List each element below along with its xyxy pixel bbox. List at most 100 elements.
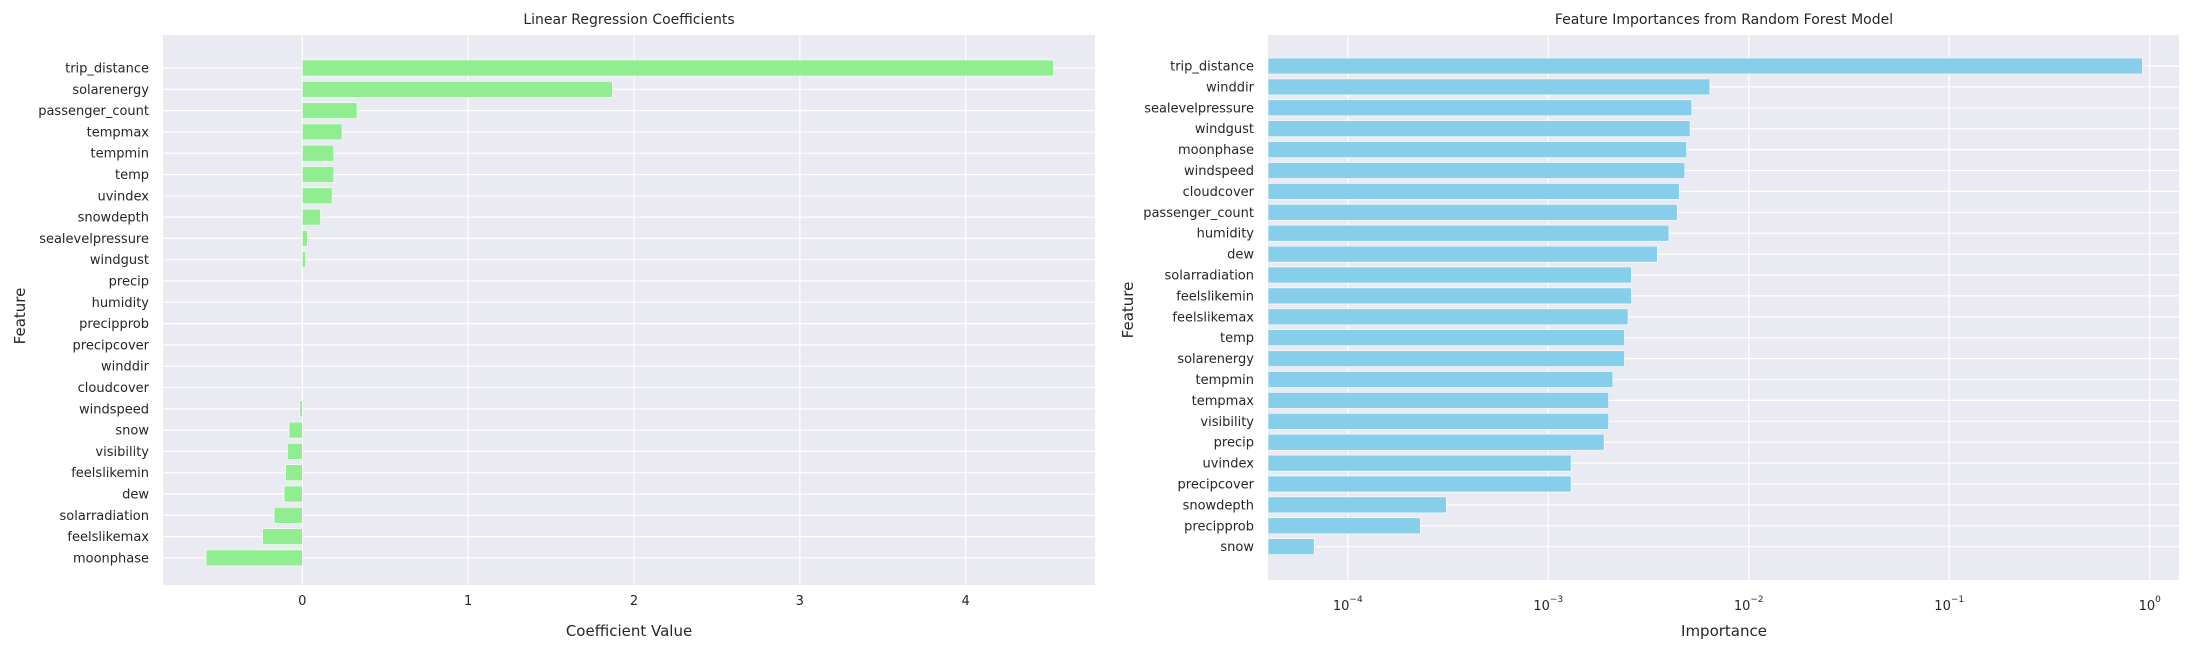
right-y-tick-label: solarenergy (1177, 352, 1254, 367)
right-y-tick-label: cloudcover (1183, 185, 1255, 200)
right-bar-windspeed (1267, 162, 1686, 179)
right-y-tick-label: snow (1220, 540, 1254, 555)
right-y-axis-label: Feature (1119, 282, 1137, 339)
left-bar-moonphase (205, 549, 303, 567)
left-y-tick-label: temp (115, 168, 149, 183)
right-bar-dew (1267, 245, 1658, 263)
left-y-tick-label: snowdepth (78, 211, 149, 226)
right-x-tick-labels: 10−4 10−3 10−2 10−1 100 (1333, 595, 2161, 614)
left-y-tick-label: cloudcover (78, 381, 150, 396)
right-y-tick-label: passenger_count (1143, 206, 1254, 221)
left-bar-trip_distance (302, 59, 1054, 77)
right-bar-snow (1267, 538, 1315, 556)
right-y-tick-label: precipprob (1184, 519, 1254, 534)
left-y-tick-label: feelslikemin (71, 466, 149, 481)
right-y-tick-label: winddir (1206, 80, 1255, 95)
left-bar-uvindex (302, 187, 333, 205)
left-chart-title: Linear Regression Coefficients (523, 12, 734, 28)
left-x-tick-label: 2 (630, 594, 638, 609)
right-bar-cloudcover (1267, 183, 1680, 200)
left-y-tick-label: moonphase (73, 551, 149, 566)
left-y-tick-label: tempmin (90, 147, 149, 162)
right-y-tick-label: trip_distance (1170, 60, 1254, 75)
left-bar-windgust (302, 251, 306, 268)
left-bar-passenger_count (302, 102, 358, 119)
left-bar-cloudcover (301, 379, 303, 396)
left-x-tick-label: 4 (962, 594, 970, 609)
left-y-tick-label: dew (122, 488, 149, 503)
left-y-tick-labels: trip_distance solarenergy passenger_countt… (38, 62, 149, 567)
right-bar-tempmin (1267, 371, 1614, 388)
right-bar-solarradiation (1267, 266, 1632, 284)
left-y-tick-label: precip (109, 275, 149, 290)
right-bars (1267, 57, 2143, 556)
left-y-tick-label: tempmax (87, 125, 150, 140)
right-y-tick-label: precipcover (1178, 478, 1255, 493)
left-y-tick-label: humidity (92, 296, 150, 311)
right-bar-winddir (1267, 78, 1711, 96)
left-bar-sealevelpressure (302, 230, 308, 247)
right-y-tick-label: uvindex (1203, 457, 1255, 472)
right-y-tick-label: moonphase (1178, 143, 1254, 158)
right-bar-temp (1267, 329, 1625, 347)
left-x-axis-label: Coefficient Value (566, 622, 692, 640)
right-x-axis-label: Importance (1681, 622, 1767, 640)
right-y-tick-label: feelslikemin (1176, 289, 1254, 304)
left-y-tick-label: trip_distance (65, 62, 149, 77)
right-x-tick-label: 10−4 (1333, 595, 1363, 614)
left-bar-snow (288, 421, 303, 439)
right-bar-precip (1267, 433, 1605, 451)
left-bar-precipprob (302, 315, 304, 332)
right-bar-passenger_count (1267, 204, 1678, 221)
left-y-tick-label: sealevelpressure (39, 232, 149, 247)
right-bar-precipprob (1267, 517, 1421, 535)
left-bar-windspeed (299, 400, 303, 418)
left-bar-tempmax (302, 123, 343, 141)
left-y-tick-label: uvindex (98, 189, 150, 204)
right-x-tick-label: 10−1 (1934, 595, 1964, 614)
right-bar-feelslikemin (1267, 287, 1632, 305)
left-y-tick-label: passenger_count (38, 104, 149, 119)
right-x-tick-label: 10−2 (1734, 595, 1764, 614)
left-y-tick-label: snow (115, 424, 149, 439)
left-bar-visibility (287, 443, 303, 460)
left-y-tick-label: solarradiation (60, 509, 149, 524)
right-y-tick-label: dew (1227, 248, 1254, 263)
right-y-tick-label: precip (1214, 436, 1254, 451)
right-bar-uvindex (1267, 454, 1572, 472)
left-x-tick-label: 0 (298, 594, 306, 609)
left-y-tick-label: visibility (95, 445, 149, 460)
left-y-tick-label: windspeed (79, 402, 149, 417)
right-y-tick-label: snowdepth (1183, 498, 1254, 513)
left-bar-solarenergy (302, 81, 613, 98)
left-bar-humidity (302, 293, 304, 311)
linear-regression-panel: trip_distance solarenergy passenger_countt… (11, 12, 1095, 640)
left-x-tick-label: 1 (464, 594, 472, 609)
left-bar-tempmin (302, 144, 335, 162)
left-bar-snowdepth (302, 208, 321, 226)
right-y-tick-label: solarradiation (1165, 269, 1254, 284)
right-chart-title: Feature Importances from Random Forest M… (1555, 12, 1893, 28)
right-x-tick-label: 100 (2139, 595, 2162, 614)
left-bar-feelslikemin (285, 464, 303, 482)
left-bar-dew (283, 485, 303, 503)
right-bar-humidity (1267, 224, 1670, 242)
right-bar-feelslikemax (1267, 308, 1629, 326)
left-bar-precipcover (302, 336, 304, 354)
right-bar-snowdepth (1267, 496, 1447, 514)
left-bar-feelslikemax (262, 528, 303, 545)
left-bar-winddir (302, 357, 304, 375)
right-y-tick-label: windspeed (1184, 164, 1254, 179)
right-bar-solarenergy (1267, 350, 1625, 367)
left-bars (205, 59, 1054, 567)
right-bar-precipcover (1267, 475, 1572, 493)
left-y-tick-label: windgust (90, 253, 149, 268)
right-y-tick-label: tempmax (1192, 394, 1255, 409)
right-bar-windgust (1267, 120, 1691, 137)
right-y-tick-label: visibility (1200, 415, 1254, 430)
left-x-tick-labels: 0 1 2 3 4 (298, 594, 970, 609)
right-y-tick-label: tempmin (1195, 373, 1254, 388)
